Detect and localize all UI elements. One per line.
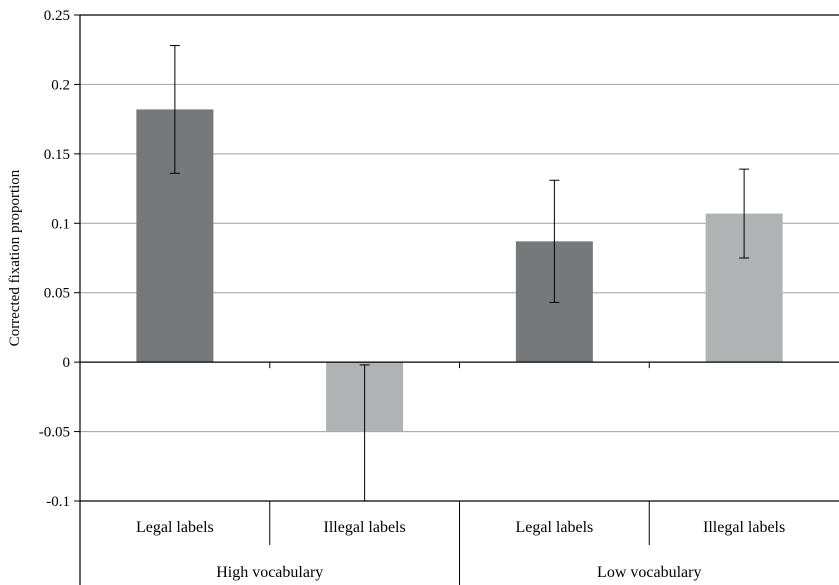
group-label: High vocabulary (216, 564, 323, 581)
axes (74, 14, 839, 585)
y-tick-label: 0.2 (51, 77, 70, 93)
y-tick-label: -0.1 (46, 494, 70, 510)
bars (136, 109, 783, 432)
y-tick-label: 0.05 (44, 286, 70, 302)
y-tick-labels: -0.1 -0.05 0 0.05 0.1 0.15 0.2 0.25 (39, 8, 70, 510)
category-label: Legal labels (136, 519, 214, 536)
y-tick-label: 0.15 (44, 147, 70, 163)
category-label: Illegal labels (703, 519, 785, 536)
y-tick-label: 0.25 (44, 8, 70, 24)
error-bars (169, 45, 750, 502)
y-tick-label: 0 (63, 355, 71, 371)
y-tick-label: 0.1 (51, 216, 70, 232)
category-label: Illegal labels (324, 519, 406, 536)
category-label: Legal labels (516, 519, 594, 536)
y-tick-label: -0.05 (39, 425, 70, 441)
y-axis-label: Corrected fixation proportion (7, 169, 23, 346)
category-labels: Legal labels Illegal labels Legal labels Il… (136, 519, 785, 581)
group-label: Low vocabulary (597, 564, 701, 581)
